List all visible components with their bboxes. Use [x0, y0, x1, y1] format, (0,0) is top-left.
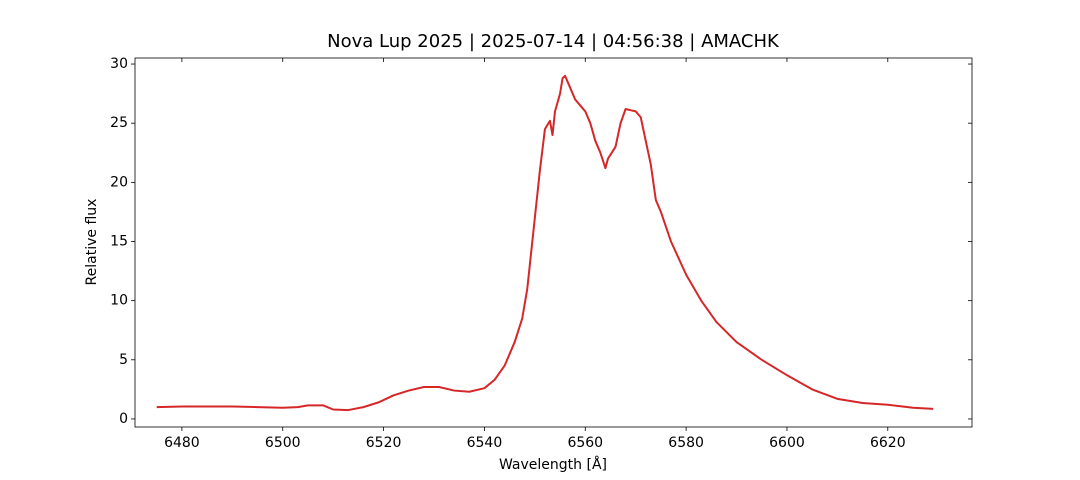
y-tick-label: 20 — [110, 174, 128, 190]
y-tick-label: 5 — [119, 352, 128, 368]
spectrum-line — [156, 74, 934, 412]
plot-frame — [134, 57, 973, 428]
chart-title: Nova Lup 2025 | 2025-07-14 | 04:56:38 | … — [327, 31, 780, 52]
y-axis-label: Relative flux — [84, 199, 100, 286]
y-tick-label: 0 — [119, 411, 128, 427]
y-tick-label: 10 — [110, 293, 128, 309]
y-tick-label: 15 — [110, 233, 128, 249]
y-tick-label: 25 — [110, 115, 128, 131]
x-tick-label: 6500 — [265, 435, 301, 451]
x-tick-label: 6560 — [567, 435, 603, 451]
x-tick-label: 6620 — [870, 435, 906, 451]
x-tick-label: 6520 — [366, 435, 402, 451]
x-tick-label: 6600 — [769, 435, 805, 451]
x-axis-label: Wavelength [Å] — [499, 456, 607, 473]
y-tick-label: 30 — [110, 56, 128, 72]
x-tick-label: 6540 — [467, 435, 503, 451]
x-tick-label: 6480 — [164, 435, 200, 451]
x-tick-label: 6580 — [668, 435, 704, 451]
